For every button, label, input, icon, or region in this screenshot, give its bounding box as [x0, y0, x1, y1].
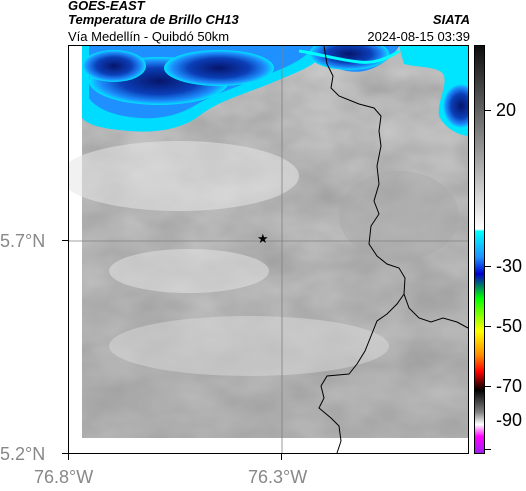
- boundary-line: [323, 46, 468, 329]
- satellite-map[interactable]: [68, 45, 469, 454]
- satellite-name: GOES-EAST: [68, 0, 145, 13]
- colorbar-tick: [485, 449, 491, 450]
- colorbar-label: -50: [496, 316, 523, 336]
- lat-tickmark: [62, 240, 68, 241]
- lon-label: 76.8°W: [34, 467, 94, 487]
- route-subtitle: Vía Medellín - Quibdó 50km: [68, 29, 230, 44]
- lat-label: 5.2°N: [0, 444, 46, 464]
- colorbar-label: -70: [496, 376, 523, 396]
- cold-cloud-tops: [82, 46, 468, 136]
- colorbar-tick: [485, 386, 491, 387]
- organization-label: SIATA: [432, 12, 470, 27]
- colorbar-tick: [485, 326, 491, 327]
- lon-tickmark: [68, 454, 69, 460]
- timestamp-label: 2024-08-15 03:39: [367, 29, 470, 44]
- colorbar-tick: [485, 266, 491, 267]
- lon-tickmark: [281, 454, 282, 460]
- colorbar-label: -90: [496, 410, 523, 430]
- lat-label: 5.7°N: [0, 231, 46, 251]
- colorbar-label: -30: [496, 256, 523, 276]
- lat-tickmark: [62, 453, 68, 454]
- star-icon[interactable]: ★: [257, 231, 269, 246]
- temperature-colorbar: [474, 45, 485, 454]
- product-title: Temperatura de Brillo CH13: [68, 12, 239, 27]
- lon-label: 76.3°W: [248, 467, 308, 487]
- colorbar-label: 20: [496, 100, 517, 120]
- colorbar-tick: [485, 110, 491, 111]
